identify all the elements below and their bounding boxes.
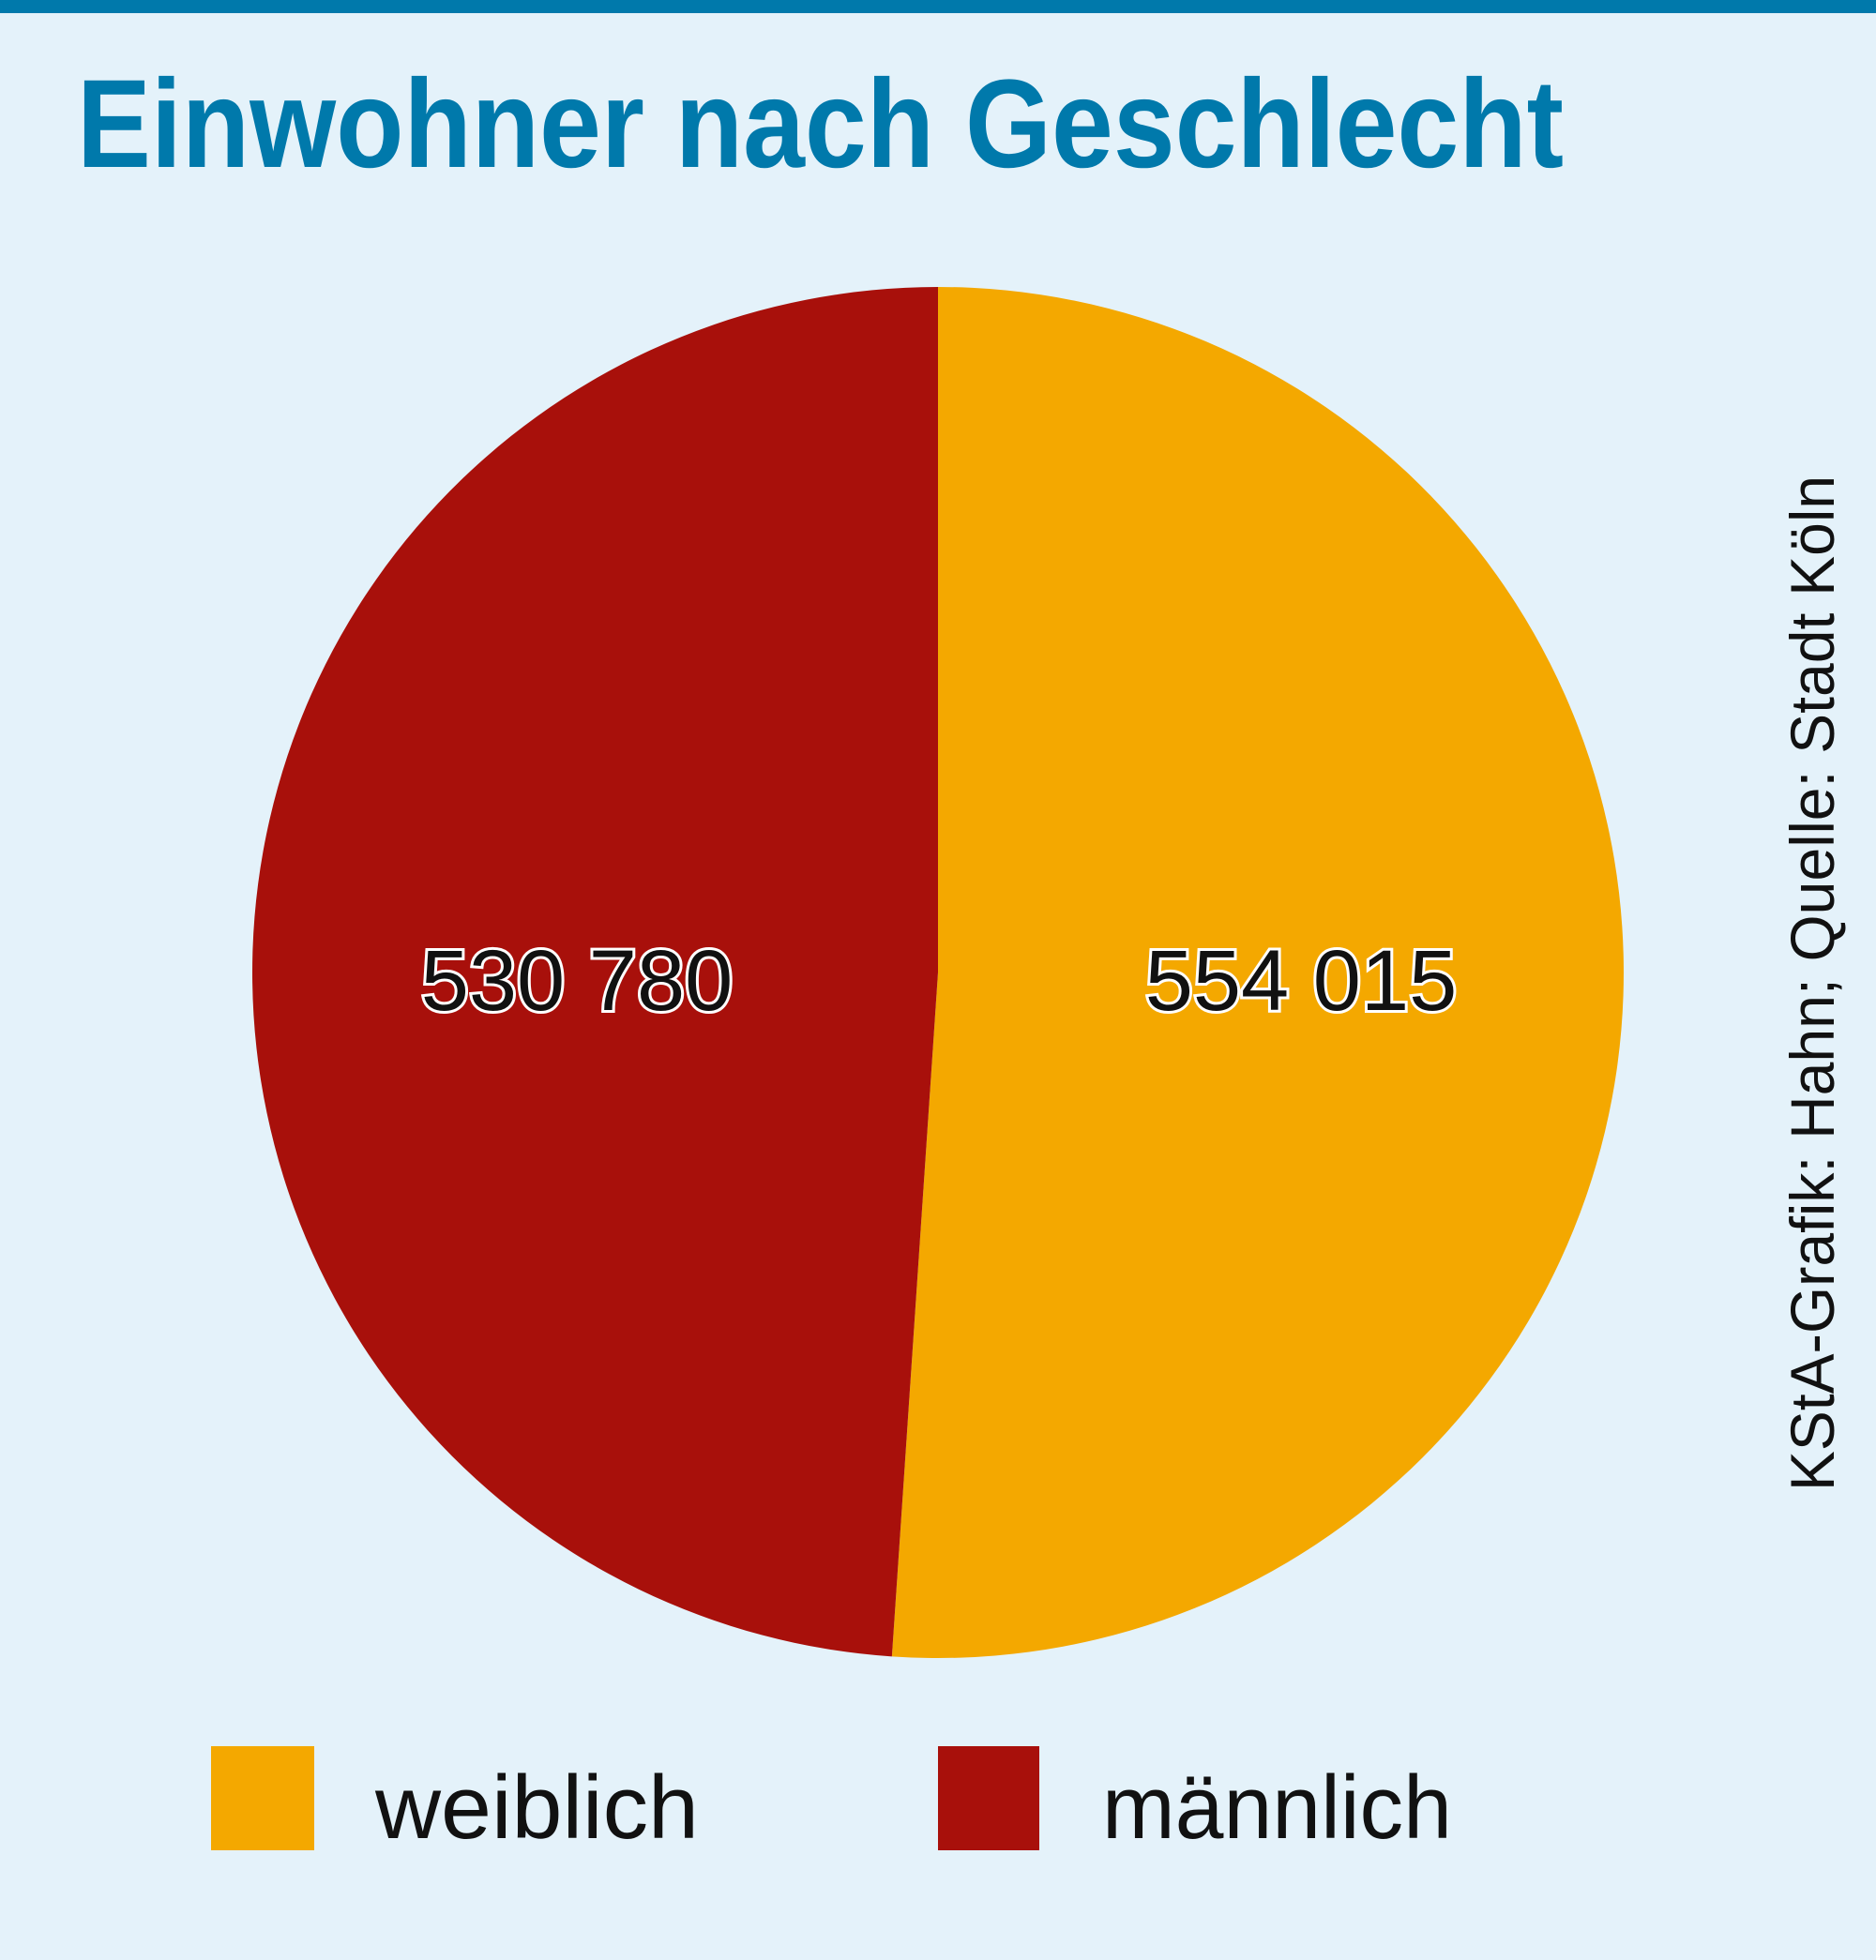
- chart-title: Einwohner nach Geschlecht: [77, 54, 1564, 194]
- legend-label-maennlich: männlich: [1102, 1757, 1452, 1858]
- legend-swatch-maennlich: [938, 1746, 1039, 1850]
- top-accent-bar: [0, 0, 1876, 13]
- legend-label-weiblich: weiblich: [374, 1757, 699, 1858]
- source-credit: KStA-Grafik: Hahn; Quelle: Stadt Köln: [1778, 475, 1847, 1491]
- data-label-männlich: 530 780: [421, 933, 734, 1029]
- legend-swatch-weiblich: [211, 1746, 314, 1850]
- pie-slice-männlich: [251, 287, 938, 1657]
- pie-slice-weiblich: [891, 287, 1624, 1658]
- data-label-weiblich: 554 015: [1145, 933, 1458, 1029]
